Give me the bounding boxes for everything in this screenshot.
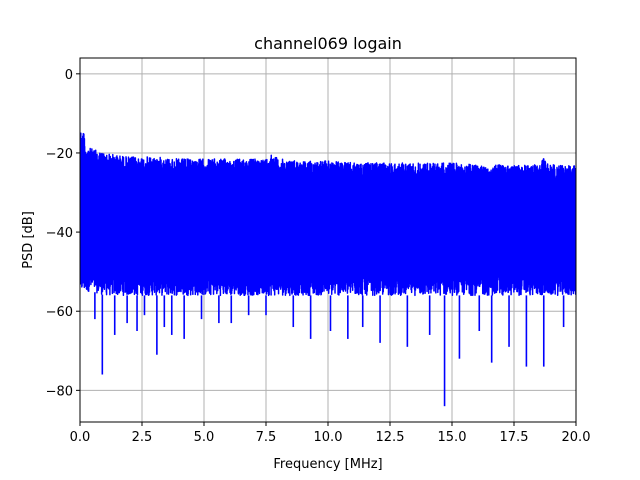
- y-tick-label: −60: [46, 305, 73, 320]
- psd-series-line: [80, 132, 576, 297]
- x-tick-label: 12.5: [376, 430, 405, 445]
- x-tick-label: 0.0: [70, 430, 91, 445]
- psd-trace-group: [80, 132, 576, 407]
- y-tick-label: −40: [46, 226, 73, 241]
- y-axis-label: PSD [dB]: [21, 211, 36, 269]
- y-tick-label: −20: [46, 147, 73, 162]
- x-tick-label: 15.0: [438, 430, 467, 445]
- x-tick-label: 2.5: [132, 430, 153, 445]
- y-axis-ticks: 0 −20 −40 −60 −80: [46, 68, 80, 399]
- x-tick-label: 20.0: [562, 430, 591, 445]
- x-axis-ticks: 0.0 2.5 5.0 7.5 10.0 12.5 15.0 17.5 20.0: [70, 422, 591, 445]
- x-tick-label: 5.0: [194, 430, 215, 445]
- x-axis-label: Frequency [MHz]: [273, 457, 382, 472]
- x-tick-label: 7.5: [256, 430, 277, 445]
- x-tick-label: 17.5: [500, 430, 529, 445]
- chart-title: channel069 logain: [254, 34, 402, 53]
- y-tick-label: −80: [46, 384, 73, 399]
- x-tick-label: 10.0: [314, 430, 343, 445]
- y-tick-label: 0: [65, 68, 73, 83]
